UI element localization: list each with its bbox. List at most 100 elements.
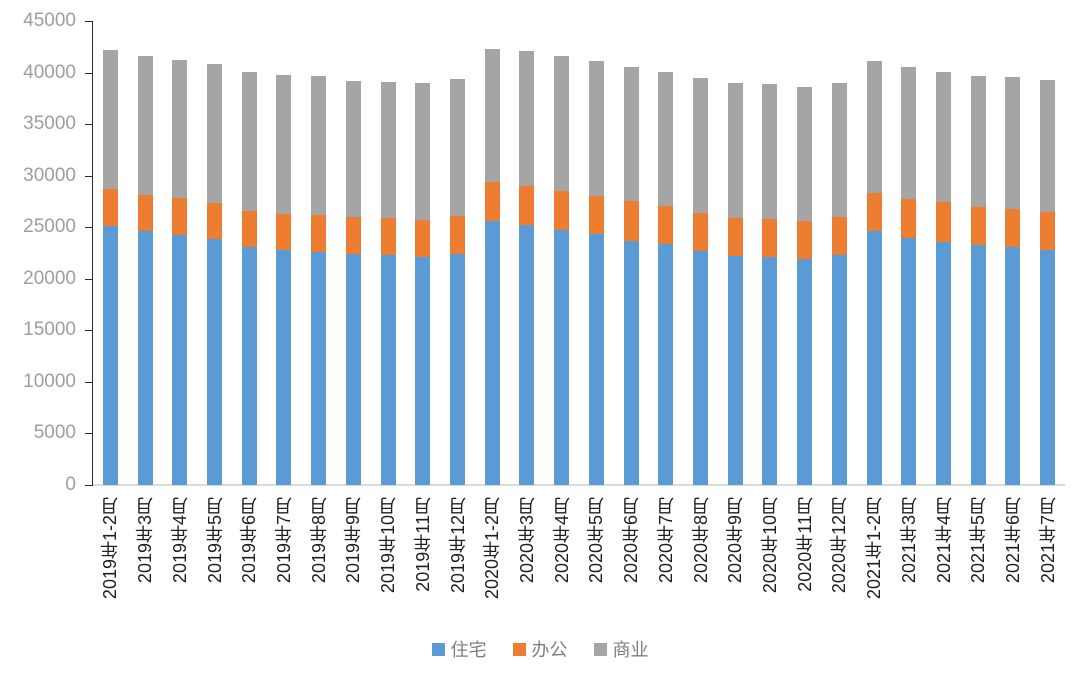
segment-商业 xyxy=(588,61,604,197)
bar-2019年9月 xyxy=(345,80,361,485)
segment-住宅 xyxy=(623,240,639,485)
segment-住宅 xyxy=(693,250,708,485)
segment-办公 xyxy=(519,185,535,226)
bar-2021年3月 xyxy=(901,67,917,485)
x-tick-label: 2020年12月 xyxy=(829,497,850,594)
bar-2020年10月 xyxy=(762,83,778,485)
bar-2020年5月 xyxy=(588,61,604,485)
y-tick-mark xyxy=(85,433,93,435)
segment-办公 xyxy=(1005,208,1021,247)
segment-商业 xyxy=(970,75,986,207)
segment-住宅 xyxy=(172,235,188,485)
legend-swatch-住宅 xyxy=(431,642,445,656)
bar-2020年8月 xyxy=(693,77,708,485)
x-tick-label: 2020年7月 xyxy=(655,497,676,584)
segment-商业 xyxy=(519,50,535,186)
bar-2020年6月 xyxy=(623,67,639,485)
segment-商业 xyxy=(450,78,465,216)
legend-swatch-商业 xyxy=(593,642,607,656)
segment-商业 xyxy=(276,74,292,214)
segment-办公 xyxy=(901,199,917,238)
x-tick-label: 2019年8月 xyxy=(308,497,329,584)
segment-商业 xyxy=(554,56,570,192)
y-tick-mark xyxy=(85,485,93,486)
segment-住宅 xyxy=(1040,249,1056,485)
segment-商业 xyxy=(866,61,882,194)
x-axis-line xyxy=(93,484,1065,486)
segment-商业 xyxy=(345,80,361,217)
y-tick-label: 25000 xyxy=(23,216,76,238)
bar-2019年3月 xyxy=(137,56,153,485)
segment-商业 xyxy=(831,82,847,217)
bar-2021年1-2月 xyxy=(866,61,882,485)
y-tick-label: 0 xyxy=(65,474,76,495)
legend-label: 商业 xyxy=(612,640,649,660)
x-tick-label: 2019年5月 xyxy=(204,497,225,584)
x-tick-label: 2019年4月 xyxy=(169,497,190,584)
x-tick-label: 2020年8月 xyxy=(690,497,711,584)
segment-办公 xyxy=(380,217,396,256)
bar-2021年4月 xyxy=(936,71,951,485)
segment-办公 xyxy=(693,212,708,251)
x-tick-label: 2019年6月 xyxy=(239,497,260,584)
segment-办公 xyxy=(311,214,327,252)
y-tick-label: 40000 xyxy=(23,61,76,83)
x-tick-label: 2020年3月 xyxy=(516,497,537,584)
bar-2019年6月 xyxy=(241,71,257,485)
y-tick-mark xyxy=(85,330,93,332)
segment-商业 xyxy=(380,81,396,218)
segment-商业 xyxy=(484,48,500,182)
legend-swatch-办公 xyxy=(512,642,526,656)
segment-住宅 xyxy=(311,251,327,485)
segment-商业 xyxy=(936,71,951,203)
y-tick-label: 35000 xyxy=(23,113,76,135)
y-tick-mark xyxy=(85,124,93,126)
segment-办公 xyxy=(241,210,257,247)
bar-2019年4月 xyxy=(172,60,188,485)
segment-住宅 xyxy=(484,221,500,485)
y-axis-line xyxy=(92,21,93,485)
x-tick-label: 2019年10月 xyxy=(378,497,399,594)
segment-商业 xyxy=(415,82,431,220)
segment-住宅 xyxy=(970,244,986,485)
bar-2019年12月 xyxy=(450,78,465,485)
segment-商业 xyxy=(137,56,153,196)
x-tick-label: 2021年3月 xyxy=(898,497,919,584)
bar-2020年1-2月 xyxy=(484,48,500,485)
y-tick-label: 15000 xyxy=(23,319,76,341)
y-tick-label: 20000 xyxy=(23,267,76,289)
segment-办公 xyxy=(1040,211,1056,250)
legend: 住宅 办公 商业 xyxy=(0,636,1080,662)
segment-商业 xyxy=(623,67,639,202)
x-tick-label: 2020年6月 xyxy=(621,497,642,584)
segment-办公 xyxy=(172,198,188,236)
segment-办公 xyxy=(831,216,847,256)
bar-2019年10月 xyxy=(380,81,396,485)
segment-办公 xyxy=(658,205,674,244)
segment-办公 xyxy=(102,189,118,227)
x-tick-label: 2019年7月 xyxy=(273,497,294,584)
segment-办公 xyxy=(762,218,778,258)
y-tick-label: 30000 xyxy=(23,164,76,186)
segment-住宅 xyxy=(901,237,917,485)
x-tick-label: 2021年4月 xyxy=(933,497,954,584)
segment-商业 xyxy=(102,49,118,190)
segment-住宅 xyxy=(1005,246,1021,485)
segment-住宅 xyxy=(415,257,431,485)
segment-住宅 xyxy=(241,246,257,485)
x-tick-label: 2019年12月 xyxy=(447,497,468,594)
segment-住宅 xyxy=(102,226,118,485)
y-tick-mark xyxy=(85,72,93,74)
segment-住宅 xyxy=(137,231,153,485)
segment-办公 xyxy=(484,181,500,221)
segment-住宅 xyxy=(831,255,847,485)
x-tick-label: 2020年9月 xyxy=(725,497,746,584)
segment-办公 xyxy=(276,213,292,250)
legend-item-住宅: 住宅 xyxy=(431,636,487,662)
segment-办公 xyxy=(345,216,361,254)
bar-2020年12月 xyxy=(831,82,847,485)
bar-2019年1-2月 xyxy=(102,49,118,485)
segment-商业 xyxy=(797,86,813,222)
x-tick-label: 2021年6月 xyxy=(1002,497,1023,584)
